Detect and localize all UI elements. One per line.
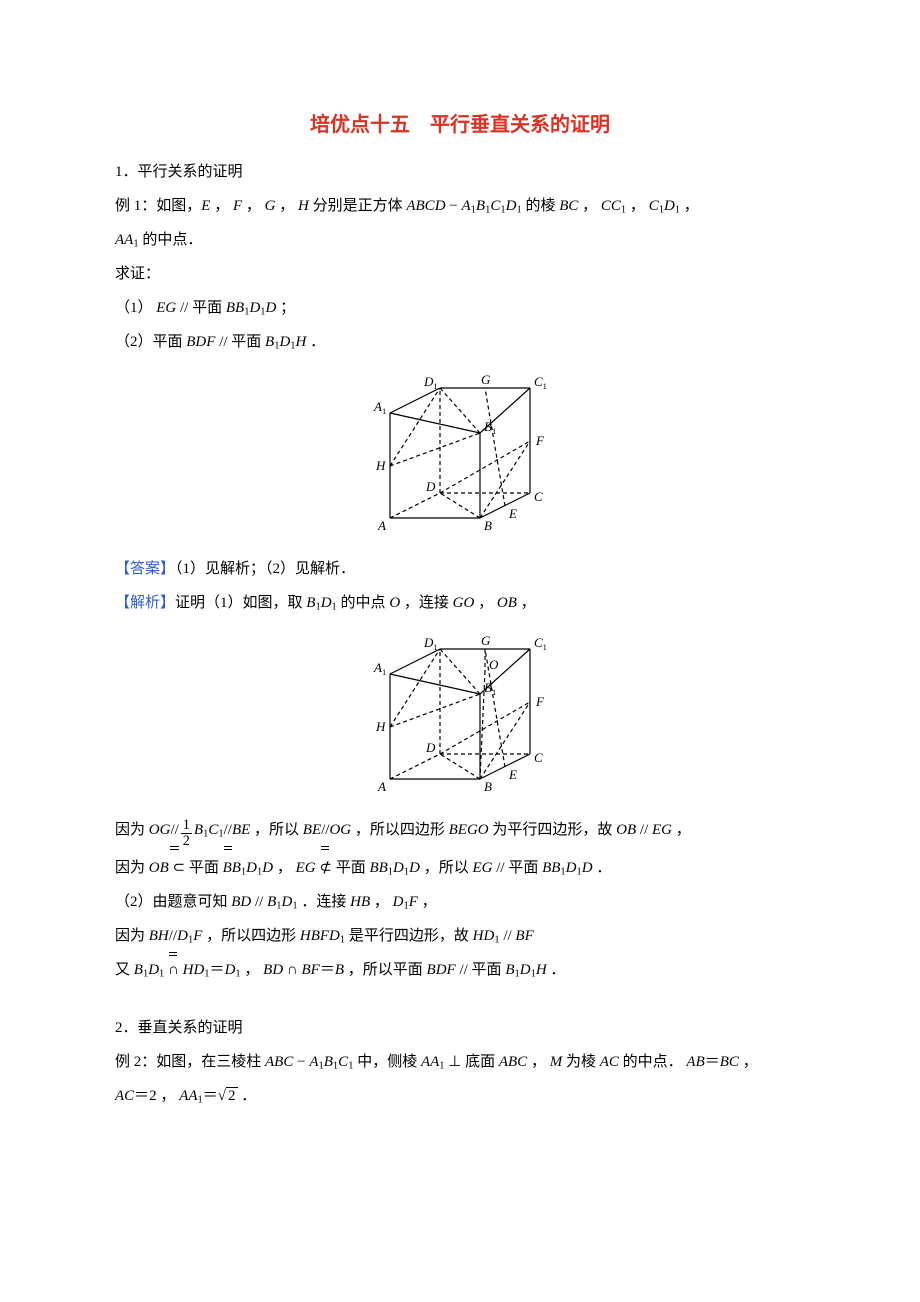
answer-text: （1）见解析；（2）见解析． xyxy=(175,561,355,577)
example2-line1: 例 2：如图，在三棱柱 ABC − A1B1C1 中，侧棱 AA1 ⊥ 底面 A… xyxy=(115,1047,805,1077)
svg-text:G: G xyxy=(481,633,491,648)
svg-text:A: A xyxy=(377,518,386,533)
svg-text:D: D xyxy=(425,479,436,494)
svg-text:H: H xyxy=(375,719,386,734)
svg-text:O: O xyxy=(489,657,499,672)
q1: （1） EG // 平面 BB1D1D ； xyxy=(115,293,805,323)
svg-text:E: E xyxy=(508,767,517,782)
svg-text:F: F xyxy=(535,694,545,709)
svg-text:D: D xyxy=(425,740,436,755)
example2-line2: AC＝2 ， AA1＝√2 ． xyxy=(115,1081,805,1111)
figure-2: O A B C D A1 B1 C1 D1 E F G H xyxy=(115,624,805,805)
answer-line: 【答案】（1）见解析；（2）见解析． xyxy=(115,554,805,584)
proof-label: 求证： xyxy=(115,259,805,289)
svg-text:D1: D1 xyxy=(423,635,438,652)
svg-text:C: C xyxy=(534,750,543,765)
svg-text:C: C xyxy=(534,489,543,504)
answer-label: 【答案】 xyxy=(115,561,175,577)
sec2-heading: 2．垂直关系的证明 xyxy=(115,1013,805,1043)
svg-text:A1: A1 xyxy=(373,660,386,677)
sqrt-val: 2 xyxy=(226,1087,238,1104)
page-title: 培优点十五 平行垂直关系的证明 xyxy=(115,105,805,145)
sol-p3: 因为 BH//D1F ，所以四边形 HBFD1 是平行四边形，故 HD1 // … xyxy=(115,921,805,951)
ex1-label: 例 1：如图， xyxy=(115,198,201,214)
example1-line2: AA1 的中点． xyxy=(115,225,805,255)
ex1-l2b: 的中点． xyxy=(139,232,203,248)
svg-text:B: B xyxy=(484,779,492,794)
svg-text:A: A xyxy=(377,779,386,794)
svg-text:C1: C1 xyxy=(534,374,547,391)
sol-p4: 又 B1D1 ∩ HD1＝D1 ， BD ∩ BF＝B ，所以平面 BDF //… xyxy=(115,955,805,985)
svg-text:G: G xyxy=(481,372,491,387)
svg-text:B1: B1 xyxy=(484,419,496,436)
svg-text:A1: A1 xyxy=(373,399,386,416)
q2: （2）平面 BDF // 平面 B1D1H ． xyxy=(115,327,805,357)
figure-1: A B C D A1 B1 C1 D1 E F G H xyxy=(115,363,805,544)
svg-text:B1: B1 xyxy=(484,680,496,697)
frac-num: 1 xyxy=(181,818,192,834)
sol-p2: （2）由题意可知 BD // B1D1 ．连接 HB ， D1F ， xyxy=(115,887,805,917)
solution-line1: 【解析】证明（1）如图，取 B1D1 的中点 O ，连接 GO ， OB ， xyxy=(115,588,805,618)
svg-text:C1: C1 xyxy=(534,635,547,652)
example1-line1: 例 1：如图，E ， F ， G ， H 分别是正方体 ABCD − A1B1C… xyxy=(115,191,805,221)
svg-text:D1: D1 xyxy=(423,374,438,391)
svg-text:H: H xyxy=(375,458,386,473)
svg-text:F: F xyxy=(535,433,545,448)
svg-text:B: B xyxy=(484,518,492,533)
sol-og-line: 因为 OG//12B1C1//BE ，所以 BE//OG ，所以四边形 BEGO… xyxy=(115,815,805,849)
svg-text:E: E xyxy=(508,506,517,521)
frac-den: 2 xyxy=(181,834,192,849)
sol-subset-line: 因为 OB ⊂ 平面 BB1D1D ， EG ⊄ 平面 BB1D1D ，所以 E… xyxy=(115,853,805,883)
solution-label: 【解析】 xyxy=(115,595,175,611)
sec1-heading: 1．平行关系的证明 xyxy=(115,157,805,187)
